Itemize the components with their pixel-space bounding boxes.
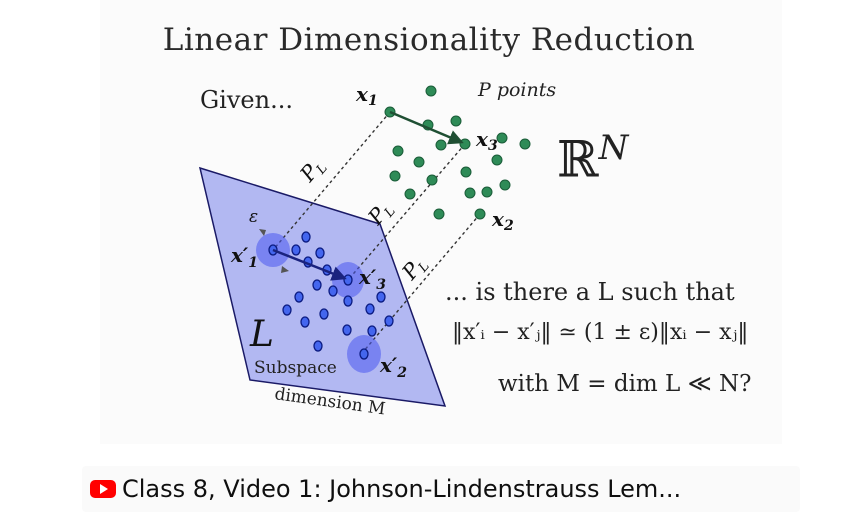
subspace-plane	[198, 166, 447, 407]
video-title[interactable]: Class 8, Video 1: Johnson-Lindenstrauss …	[122, 475, 682, 503]
video-title-bar[interactable]: Class 8, Video 1: Johnson-Lindenstrauss …	[82, 466, 800, 512]
label-x3-prime: x′3	[358, 265, 386, 293]
green-points	[384, 85, 531, 220]
subspace-label: Subspace	[254, 358, 337, 378]
vector-x1-x3	[389, 110, 464, 145]
label-x1-prime: x′1	[230, 243, 258, 271]
projection-line-1	[272, 111, 391, 251]
vector-x1p-x3p	[272, 248, 347, 281]
epsilon-arrow-down	[281, 266, 289, 273]
proj-label-3: PL	[397, 251, 433, 287]
question-line: ... is there a L such that	[445, 278, 735, 306]
label-x1: x1	[355, 82, 378, 109]
subspace-letter: L	[249, 314, 274, 355]
slide-title: Linear Dimensionality Reduction	[162, 22, 696, 58]
inequality-text: ‖x′ᵢ − x′ⱼ‖ ≃ (1 ± ε)‖xᵢ − xⱼ‖	[452, 320, 749, 345]
space-rn-label: ℝN	[557, 128, 629, 189]
proj-label-1: PL	[295, 153, 331, 189]
condition-text: with M = dim L ≪ N?	[498, 371, 752, 397]
label-x3: x3	[475, 127, 498, 154]
given-text: Given...	[200, 86, 293, 114]
p-points-label: P points	[478, 79, 557, 101]
projection-line-2	[362, 213, 481, 353]
label-x2: x2	[491, 207, 514, 234]
epsilon-arrow-up	[259, 229, 266, 236]
label-epsilon: ε	[249, 207, 258, 227]
youtube-logo-icon[interactable]	[90, 480, 116, 498]
label-x2-prime: x′2	[379, 353, 407, 381]
